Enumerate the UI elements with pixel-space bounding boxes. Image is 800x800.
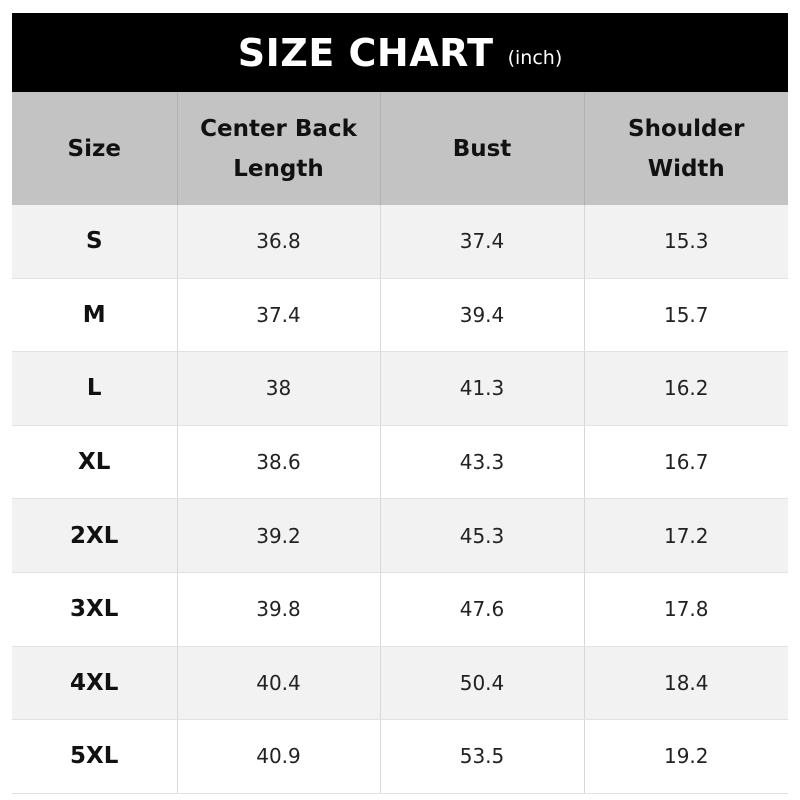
column-header-line: Center Back: [200, 115, 357, 142]
measurement-cell: 38: [176, 351, 380, 426]
table-row: 3XL 39.8 47.6 17.8: [12, 572, 788, 647]
column-header: Center Back Length: [176, 92, 380, 205]
measurement-cell: 37.4: [176, 278, 380, 353]
measurement-cell: 15.3: [583, 205, 788, 279]
table-row: M 37.4 39.4 15.7: [12, 278, 788, 353]
measurement-cell: 36.8: [176, 205, 380, 279]
column-header-line: Width: [647, 155, 725, 182]
header-row: Size Center Back Length Bust Shoulder Width: [12, 92, 788, 205]
table-row: L 38 41.3 16.2: [12, 351, 788, 426]
measurement-cell: 41.3: [379, 351, 584, 426]
measurement-cell: 50.4: [379, 646, 584, 721]
size-label: M: [12, 278, 177, 353]
title-unit: (inch): [507, 46, 563, 69]
size-label: 4XL: [12, 646, 177, 721]
table-row: S 36.8 37.4 15.3: [12, 205, 788, 279]
size-table: Size Center Back Length Bust Shoulder Width S…: [12, 92, 788, 794]
column-header-line: Length: [233, 155, 324, 182]
column-header: Size: [12, 92, 177, 205]
chart-title: SIZE CHART (inch): [12, 13, 788, 92]
measurement-cell: 40.4: [176, 646, 380, 721]
table-row: 2XL 39.2 45.3 17.2: [12, 498, 788, 573]
measurement-cell: 43.3: [379, 425, 584, 500]
measurement-cell: 38.6: [176, 425, 380, 500]
measurement-cell: 18.4: [583, 646, 788, 721]
measurement-cell: 47.6: [379, 572, 584, 647]
column-header: Bust: [379, 92, 584, 205]
table-row: 5XL 40.9 53.5 19.2: [12, 719, 788, 794]
measurement-cell: 16.2: [583, 351, 788, 426]
measurement-cell: 40.9: [176, 719, 380, 794]
column-header: Shoulder Width: [583, 92, 788, 205]
size-label: XL: [12, 425, 177, 500]
column-header-line: Shoulder: [628, 115, 745, 142]
size-label: 3XL: [12, 572, 177, 647]
size-label: 5XL: [12, 719, 177, 794]
measurement-cell: 39.4: [379, 278, 584, 353]
table-row: 4XL 40.4 50.4 18.4: [12, 646, 788, 721]
measurement-cell: 39.2: [176, 498, 380, 573]
measurement-cell: 19.2: [583, 719, 788, 794]
column-header-line: Size: [67, 135, 121, 162]
column-header-line: Bust: [452, 135, 512, 162]
title-text: SIZE CHART: [237, 30, 494, 75]
measurement-cell: 37.4: [379, 205, 584, 279]
measurement-cell: 39.8: [176, 572, 380, 647]
measurement-cell: 53.5: [379, 719, 584, 794]
measurement-cell: 17.2: [583, 498, 788, 573]
size-label: S: [12, 205, 177, 279]
measurement-cell: 16.7: [583, 425, 788, 500]
size-label: L: [12, 351, 177, 426]
measurement-cell: 45.3: [379, 498, 584, 573]
size-label: 2XL: [12, 498, 177, 573]
measurement-cell: 17.8: [583, 572, 788, 647]
table-row: XL 38.6 43.3 16.7: [12, 425, 788, 500]
measurement-cell: 15.7: [583, 278, 788, 353]
